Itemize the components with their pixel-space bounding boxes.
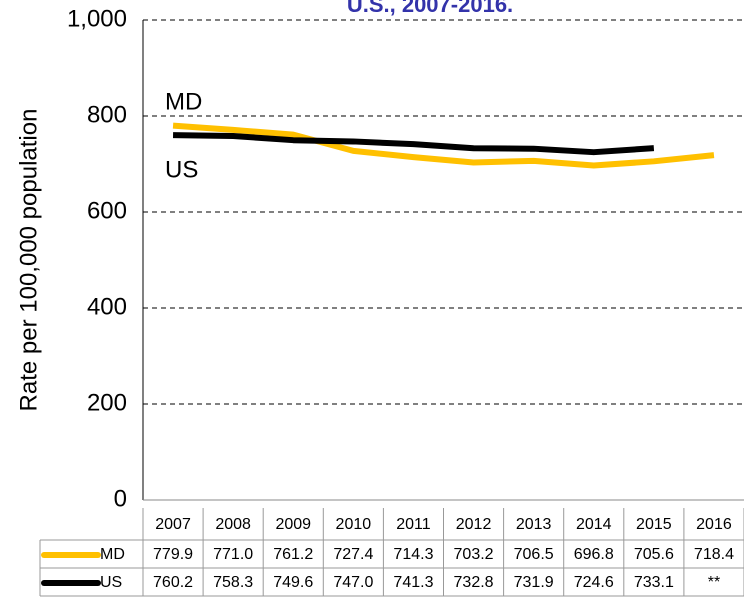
table-cell: 718.4 xyxy=(694,546,734,563)
table-cell: 727.4 xyxy=(333,546,373,563)
x-tick-label: 2015 xyxy=(636,516,672,533)
x-tick-label: 2007 xyxy=(155,516,191,533)
chart-title: U.S., 2007-2016. xyxy=(347,0,513,17)
table-cell: 706.5 xyxy=(514,546,554,563)
table-cell: 731.9 xyxy=(514,574,554,591)
table-cell: 760.2 xyxy=(153,574,193,591)
table-cell: 749.6 xyxy=(273,574,313,591)
table-cell: 724.6 xyxy=(574,574,614,591)
table-cell: ** xyxy=(708,574,720,591)
y-tick-label: 1,000 xyxy=(67,5,127,32)
x-tick-label: 2016 xyxy=(696,516,732,533)
table-cell: 714.3 xyxy=(393,546,433,563)
table-cell: 761.2 xyxy=(273,546,313,563)
x-tick-label: 2012 xyxy=(456,516,492,533)
x-tick-label: 2011 xyxy=(396,516,431,533)
annotation: MD xyxy=(165,88,202,115)
y-tick-label: 800 xyxy=(87,101,127,128)
y-axis-label: Rate per 100,000 population xyxy=(15,109,42,412)
x-tick-label: 2013 xyxy=(516,516,552,533)
table-cell: 779.9 xyxy=(153,546,193,563)
y-tick-label: 600 xyxy=(87,197,127,224)
table-cell: 747.0 xyxy=(333,574,373,591)
y-tick-label: 0 xyxy=(114,485,127,512)
legend-label: MD xyxy=(100,546,125,563)
table-cell: 696.8 xyxy=(574,546,614,563)
x-tick-label: 2008 xyxy=(215,516,251,533)
annotation: US xyxy=(165,156,198,183)
table-cell: 758.3 xyxy=(213,574,253,591)
series-line xyxy=(173,132,655,156)
table-cell: 733.1 xyxy=(634,574,674,591)
y-tick-label: 400 xyxy=(87,293,127,320)
table-cell: 771.0 xyxy=(213,546,253,563)
table-cell: 732.8 xyxy=(454,574,494,591)
legend-label: US xyxy=(100,574,122,591)
series-line xyxy=(172,122,715,169)
table-cell: 741.3 xyxy=(393,574,433,591)
y-tick-label: 200 xyxy=(87,389,127,416)
table-cell: 703.2 xyxy=(454,546,494,563)
table-cell: 705.6 xyxy=(634,546,674,563)
x-tick-label: 2009 xyxy=(275,516,311,533)
x-tick-label: 2014 xyxy=(576,516,612,533)
x-tick-label: 2010 xyxy=(336,516,372,533)
